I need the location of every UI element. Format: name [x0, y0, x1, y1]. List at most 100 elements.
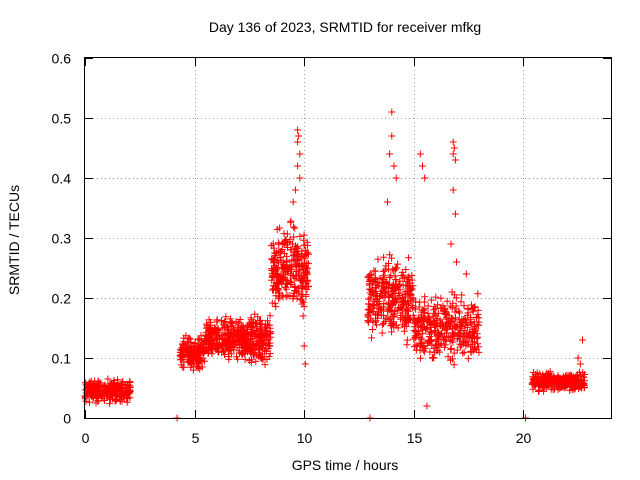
data-point — [180, 334, 188, 342]
data-point — [405, 273, 413, 281]
data-point — [579, 369, 587, 377]
data-point — [416, 150, 424, 158]
data-point — [432, 305, 440, 313]
data-point — [374, 304, 382, 312]
data-point — [123, 395, 131, 403]
data-point — [406, 284, 414, 292]
data-point — [124, 382, 132, 390]
data-point — [213, 345, 221, 353]
data-point — [428, 354, 436, 362]
data-point — [179, 342, 187, 350]
data-point — [382, 278, 390, 286]
data-point — [376, 275, 384, 282]
data-point — [475, 321, 483, 329]
data-point — [194, 344, 202, 352]
data-point — [256, 331, 264, 339]
data-point — [447, 356, 454, 364]
data-point — [388, 320, 396, 328]
data-point — [221, 339, 229, 347]
data-point — [119, 391, 127, 399]
data-point — [291, 186, 299, 194]
data-point — [248, 329, 256, 337]
data-point — [380, 319, 387, 327]
data-point — [293, 244, 300, 252]
data-point — [388, 108, 396, 116]
data-point — [303, 285, 311, 293]
data-point — [229, 333, 237, 341]
data-point — [390, 310, 398, 318]
data-point — [464, 355, 472, 363]
data-point — [287, 278, 295, 286]
data-point — [290, 223, 297, 231]
data-point — [275, 295, 283, 303]
data-point — [380, 253, 388, 261]
data-point — [86, 382, 94, 390]
data-point — [256, 324, 264, 332]
data-point — [403, 278, 411, 285]
data-point — [252, 357, 260, 365]
data-point — [241, 355, 249, 363]
data-point — [286, 235, 294, 243]
data-point — [448, 288, 456, 296]
data-point — [300, 342, 308, 350]
data-point — [387, 307, 395, 314]
data-point — [205, 316, 213, 324]
data-point — [535, 388, 542, 395]
data-point — [301, 360, 309, 368]
data-point — [454, 329, 462, 337]
data-point — [187, 342, 195, 350]
data-point — [461, 321, 469, 329]
data-point — [271, 249, 279, 257]
data-point — [453, 258, 460, 266]
data-point — [229, 322, 237, 330]
y-tick-label: 0.5 — [52, 111, 72, 127]
data-point — [417, 342, 424, 350]
data-point — [293, 294, 301, 302]
data-point — [558, 379, 566, 387]
data-point — [398, 305, 406, 313]
data-point — [240, 350, 248, 358]
data-point — [294, 250, 302, 258]
data-point — [92, 399, 100, 407]
data-point — [427, 321, 435, 329]
data-point — [544, 372, 552, 380]
data-point — [213, 318, 221, 326]
x-tick-label: 10 — [297, 430, 313, 446]
data-point — [188, 357, 196, 365]
y-tick-label: 0.6 — [52, 51, 72, 67]
data-point — [456, 329, 464, 337]
data-point — [203, 320, 211, 328]
data-series — [81, 108, 589, 422]
data-point — [402, 298, 410, 306]
data-point — [112, 396, 120, 404]
data-point — [272, 303, 280, 311]
data-point — [533, 369, 541, 377]
data-point — [451, 308, 459, 316]
data-point — [571, 383, 579, 391]
data-point — [456, 309, 463, 317]
data-point — [373, 310, 381, 318]
data-point — [447, 240, 455, 248]
data-point — [469, 347, 477, 355]
data-point — [104, 388, 111, 396]
data-point — [373, 281, 381, 289]
data-point — [227, 323, 235, 331]
data-point — [298, 300, 306, 308]
data-point — [389, 267, 397, 275]
data-point — [199, 350, 207, 358]
data-point — [96, 382, 104, 390]
data-point — [423, 325, 431, 333]
data-point — [265, 353, 273, 361]
data-point — [548, 380, 556, 388]
data-point — [402, 266, 410, 273]
data-point — [450, 321, 458, 329]
data-point — [233, 353, 240, 361]
data-point — [436, 341, 444, 349]
data-point — [272, 263, 280, 271]
data-point — [452, 294, 460, 302]
data-point — [289, 293, 297, 300]
data-point — [370, 267, 378, 275]
data-point — [296, 174, 304, 182]
data-point — [418, 323, 426, 331]
data-point — [299, 291, 307, 298]
